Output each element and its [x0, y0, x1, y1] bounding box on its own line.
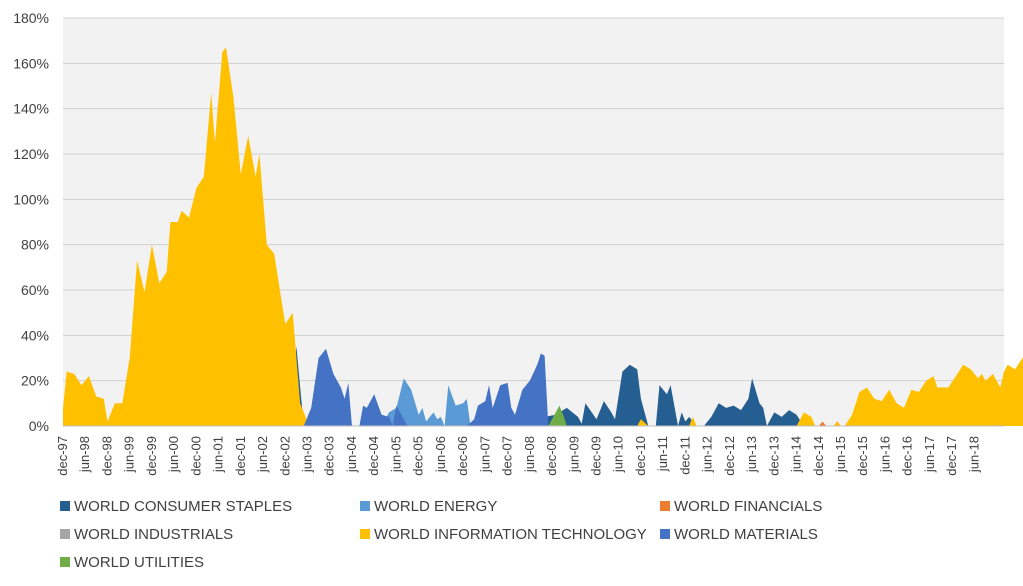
x-tick-label: jun-09	[566, 436, 581, 473]
x-tick-label: jun-17	[922, 436, 937, 473]
x-tick-label: jun-11	[655, 436, 670, 472]
area-series-5	[466, 353, 549, 426]
x-tick-label: dec-13	[766, 436, 781, 476]
x-tick-label: dec-99	[144, 436, 159, 476]
chart-svg: 0% 20% 40% 60% 80% 100% 120% 140% 160% 180% dec-97…	[13, 10, 1023, 476]
legend-swatch-financials	[660, 501, 670, 511]
area-series-0	[703, 378, 804, 426]
legend-swatch-industrials	[60, 529, 70, 539]
y-tick-label: 100%	[13, 191, 49, 207]
legend-item-consumer-staples: WORLD CONSUMER STAPLES	[60, 496, 360, 516]
area-series-4	[844, 357, 1023, 426]
legend-item-information-technology: WORLD INFORMATION TECHNOLOGY	[360, 524, 660, 544]
x-tick-label: jun-98	[77, 436, 92, 473]
area-series-4	[637, 419, 649, 426]
x-tick-label: dec-14	[811, 436, 826, 476]
area-series-2	[818, 421, 827, 426]
legend-label-materials: WORLD MATERIALS	[674, 525, 818, 543]
x-tick-label: dec-03	[322, 436, 337, 476]
x-tick-label: dec-10	[633, 436, 648, 476]
x-tick-label: jun-16	[877, 436, 892, 473]
y-tick-label: 120%	[13, 146, 49, 162]
y-tick-label: 40%	[21, 327, 49, 343]
legend-swatch-energy	[360, 501, 370, 511]
x-tick-label: dec-01	[233, 436, 248, 476]
y-tick-label: 20%	[21, 373, 49, 389]
x-tick-label: jun-10	[611, 436, 626, 473]
legend-label-energy: WORLD ENERGY	[374, 497, 498, 515]
y-tick-label: 60%	[21, 282, 49, 298]
x-tick-label: dec-08	[544, 436, 559, 476]
area-series-4	[796, 412, 816, 426]
x-tick-label: jun-08	[522, 436, 537, 473]
legend-swatch-consumer-staples	[60, 501, 70, 511]
x-tick-label: dec-00	[188, 436, 203, 476]
area-series-0	[540, 364, 649, 426]
x-tick-label: jun-00	[166, 436, 181, 473]
x-tick-label: jun-03	[300, 436, 315, 473]
legend-item-materials: WORLD MATERIALS	[660, 524, 960, 544]
y-tick-label: 180%	[13, 10, 49, 26]
x-tick-label: jun-05	[388, 436, 403, 473]
legend-label-information-technology: WORLD INFORMATION TECHNOLOGY	[374, 525, 647, 543]
y-tick-label: 140%	[13, 101, 49, 117]
x-tick-label: jun-01	[211, 436, 226, 473]
legend-label-financials: WORLD FINANCIALS	[674, 497, 823, 515]
x-tick-label: jun-13	[744, 436, 759, 473]
x-tick-label: dec-02	[277, 436, 292, 476]
y-tick-label: 80%	[21, 237, 49, 253]
legend-item-energy: WORLD ENERGY	[360, 496, 660, 516]
x-tick-label: dec-05	[411, 436, 426, 476]
area-series-4	[689, 416, 697, 426]
x-tick-label: jun-99	[122, 436, 137, 473]
x-tick-label: jun-07	[477, 436, 492, 473]
area-series-5	[359, 394, 408, 426]
x-tick-label: jun-12	[700, 436, 715, 473]
x-tick-label: dec-04	[366, 436, 381, 476]
y-tick-label: 160%	[13, 55, 49, 71]
x-tick-label: jun-04	[344, 436, 359, 473]
area-series-0	[655, 385, 697, 426]
legend-label-utilities: WORLD UTILITIES	[74, 553, 205, 571]
x-tick-label: dec-98	[99, 436, 114, 476]
x-tick-label: jun-18	[966, 436, 981, 473]
x-tick-label: jun-15	[833, 436, 848, 473]
y-tick-label: 0%	[29, 418, 49, 434]
x-tick-label: jun-14	[789, 436, 804, 473]
x-tick-label: dec-06	[455, 436, 470, 476]
area-series-4	[833, 421, 841, 426]
area-series-4	[63, 47, 323, 426]
legend: WORLD CONSUMER STAPLES WORLD ENERGY WORL…	[60, 496, 1020, 572]
legend-label-industrials: WORLD INDUSTRIALS	[74, 525, 234, 543]
legend-item-financials: WORLD FINANCIALS	[660, 496, 960, 516]
legend-item-utilities: WORLD UTILITIES	[60, 552, 360, 572]
x-tick-label: dec-17	[944, 436, 959, 476]
x-tick-label: dec-07	[500, 436, 515, 476]
legend-item-industrials: WORLD INDUSTRIALS	[60, 524, 360, 544]
x-tick-label: dec-16	[900, 436, 915, 476]
x-tick-label: dec-15	[855, 436, 870, 476]
x-tick-label: dec-12	[722, 436, 737, 476]
legend-label-consumer-staples: WORLD CONSUMER STAPLES	[74, 497, 293, 515]
legend-swatch-utilities	[60, 557, 70, 567]
x-tick-label: dec-09	[588, 436, 603, 476]
area-series-6	[548, 405, 567, 426]
area-series-5	[303, 348, 352, 426]
x-tick-label: jun-02	[255, 436, 270, 473]
area-series-1	[381, 378, 471, 426]
x-tick-label: dec-97	[55, 436, 70, 476]
x-tick-label: jun-06	[433, 436, 448, 473]
x-tick-label: dec-11	[677, 436, 692, 475]
legend-swatch-materials	[660, 529, 670, 539]
legend-swatch-information-technology	[360, 529, 370, 539]
